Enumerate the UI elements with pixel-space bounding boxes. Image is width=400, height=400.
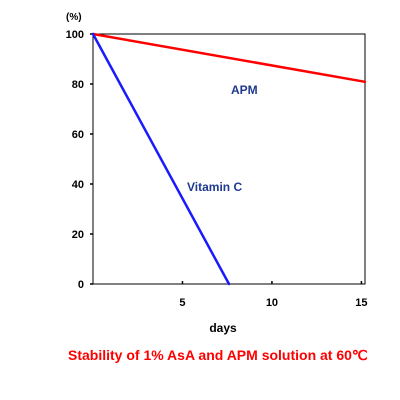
x-axis-ticks: 5 10 15 <box>179 281 368 309</box>
series-label-vitamin-c: Vitamin C <box>187 180 242 194</box>
series-line-vitamin-c <box>91 32 231 286</box>
x-axis-title: days <box>209 321 237 335</box>
y-tick-label: 60 <box>72 129 84 141</box>
x-tick-label: 5 <box>179 297 185 309</box>
y-tick-label: 100 <box>66 29 84 41</box>
y-tick-label: 80 <box>72 79 84 91</box>
y-axis-ticks: 0 20 40 60 80 100 <box>66 29 93 291</box>
y-tick-label: 40 <box>72 179 84 191</box>
series-lines <box>91 32 367 286</box>
y-tick-label: 20 <box>72 229 84 241</box>
series-line-apm <box>91 32 367 84</box>
y-tick-label: 0 <box>78 279 84 291</box>
x-tick-label: 10 <box>266 297 278 309</box>
series-label-apm: APM <box>231 83 258 97</box>
chart-title: Stability of 1% AsA and APM solution at … <box>68 347 368 363</box>
y-axis-unit-label: (%) <box>66 12 82 23</box>
plot-frame <box>92 33 366 285</box>
x-tick-label: 15 <box>355 297 367 309</box>
